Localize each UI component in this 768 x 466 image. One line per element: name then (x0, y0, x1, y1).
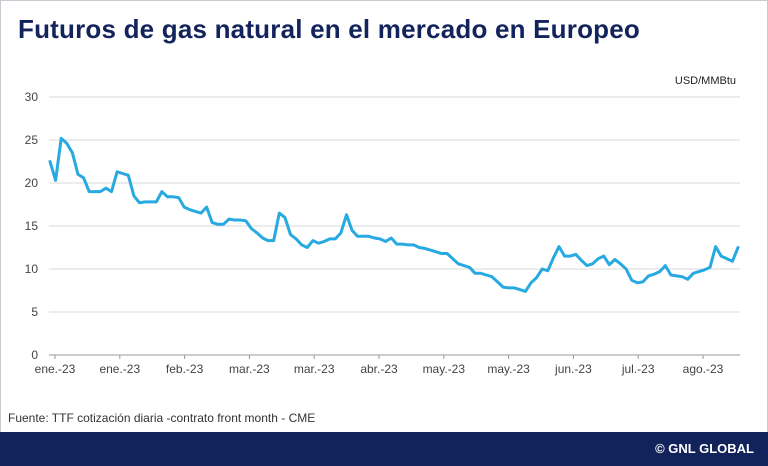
x-tick-label: jun.-23 (554, 362, 592, 376)
source-note: Fuente: TTF cotización diaria -contrato … (8, 411, 316, 425)
x-tick-label: abr.-23 (360, 362, 398, 376)
y-tick-label: 30 (25, 90, 39, 104)
chart-title: Futuros de gas natural en el mercado en … (18, 14, 640, 44)
y-tick-label: 20 (25, 176, 39, 190)
series-line (48, 136, 740, 293)
y-tick-label: 25 (25, 133, 39, 147)
y-tick-label: 5 (31, 305, 38, 319)
x-tick-label: ago.-23 (683, 362, 724, 376)
y-axis-unit-label: USD/MMBtu (674, 75, 736, 87)
y-tick-label: 10 (25, 262, 39, 276)
x-tick-label: mar.-23 (294, 362, 335, 376)
copyright-label: © GNL GLOBAL (655, 441, 754, 456)
x-tick-label: ene.-23 (35, 362, 76, 376)
x-tick-label: mar.-23 (229, 362, 270, 376)
footer-bar: © GNL GLOBAL (0, 432, 768, 466)
y-tick-label: 0 (31, 348, 38, 362)
x-tick-label: feb.-23 (166, 362, 204, 376)
x-tick-label: may.-23 (423, 362, 466, 376)
x-tick-label: ene.-23 (99, 362, 140, 376)
x-tick-label: may.-23 (487, 362, 530, 376)
x-tick-label: jul.-23 (621, 362, 655, 376)
y-tick-label: 15 (25, 219, 39, 233)
